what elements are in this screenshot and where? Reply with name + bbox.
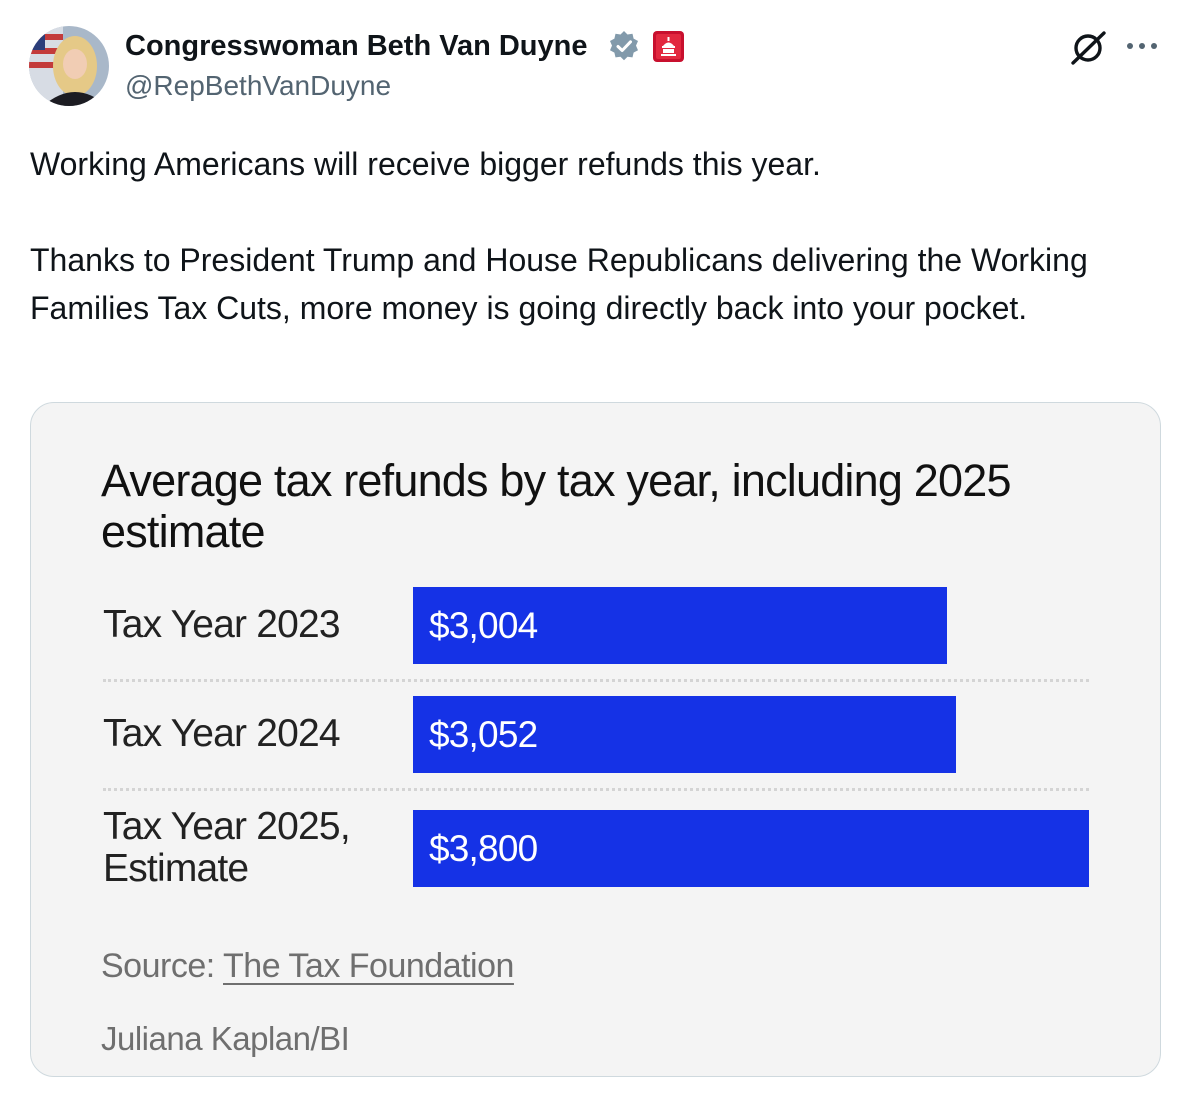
category-label-2025: Tax Year 2025, Estimate	[103, 805, 351, 890]
more-icon[interactable]	[1124, 36, 1160, 56]
avatar[interactable]	[29, 26, 109, 106]
bar-2025-estimate: $3,800	[413, 810, 1089, 887]
grok-icon[interactable]	[1068, 28, 1108, 68]
category-label-2023: Tax Year 2023	[103, 603, 341, 646]
bar-value-label-2023: $3,004	[429, 604, 538, 646]
bar-2023: $3,004	[413, 587, 947, 664]
source-prefix: Source:	[101, 947, 224, 985]
author-name[interactable]: Congresswoman Beth Van Duyne	[125, 30, 588, 62]
divider	[103, 788, 1089, 791]
bar-2024: $3,052	[413, 696, 956, 773]
divider	[103, 679, 1089, 682]
tweet-image-card[interactable]: Average tax refunds by tax year, includi…	[30, 402, 1161, 1077]
tweet-line-2: Thanks to President Trump and House Repu…	[30, 242, 1088, 326]
bar-value-label-2025: $3,800	[429, 827, 538, 869]
author-handle[interactable]: @RepBethVanDuyne	[125, 70, 392, 101]
verified-badge-icon	[608, 30, 640, 62]
house-affiliation-icon[interactable]	[653, 31, 684, 62]
chart-title: Average tax refunds by tax year, includi…	[101, 455, 1011, 557]
source-link[interactable]: The Tax Foundation	[223, 947, 514, 985]
category-label-2024: Tax Year 2024	[103, 712, 341, 755]
tweet-line-1: Working Americans will receive bigger re…	[30, 146, 821, 182]
bar-value-label-2024: $3,052	[429, 713, 538, 755]
chart-source: Source: The Tax Foundation	[101, 947, 514, 986]
tweet-text: Working Americans will receive bigger re…	[30, 140, 1170, 332]
chart-credit: Juliana Kaplan/BI	[101, 1020, 350, 1057]
